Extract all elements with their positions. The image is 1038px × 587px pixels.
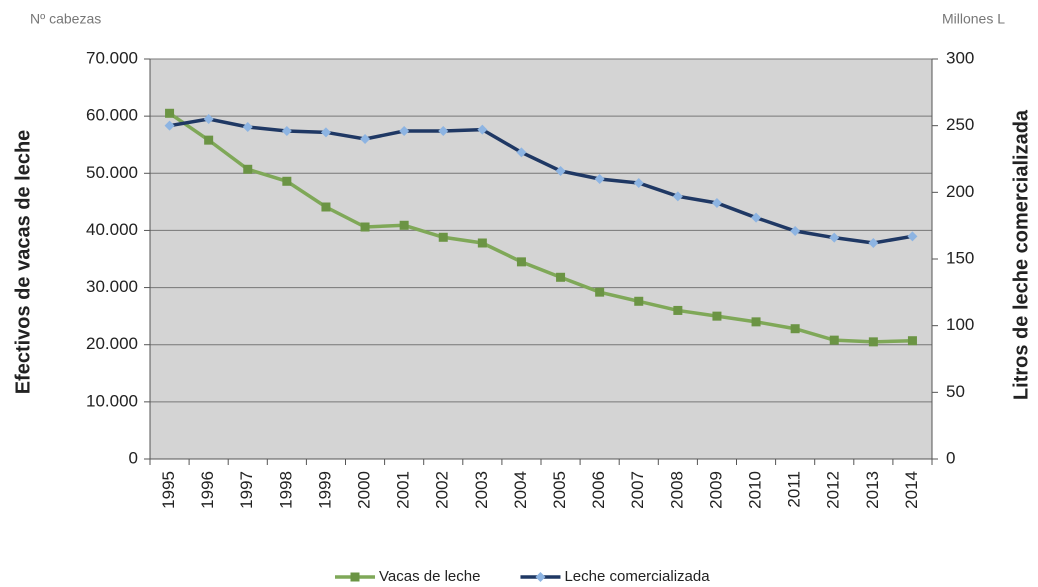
marker [350,572,360,582]
marker [242,122,253,132]
marker [673,305,683,315]
marker [907,336,917,346]
x-tick-label: 2013 [863,471,882,509]
x-tick-label: 1999 [315,471,334,509]
marker [535,572,546,582]
marker [165,108,175,118]
marker [633,178,644,188]
marker [829,232,840,243]
marker [438,232,448,242]
marker [829,335,839,345]
marker [281,126,292,136]
y-tick-label: 10.000 [86,391,138,410]
y-tick-label: 50.000 [86,163,138,182]
x-tick-label: 2001 [394,471,413,509]
legend-label: Leche comercializada [564,568,710,585]
x-tick-label: 1996 [198,471,217,509]
marker [672,191,683,202]
x-tick-label: 2002 [433,471,452,509]
marker [751,317,761,327]
x-tick-label: 2004 [511,471,530,509]
x-tick-label: 2009 [706,471,725,509]
y-tick-label: 70.000 [86,48,138,67]
marker [555,166,566,176]
marker [320,127,331,138]
x-tick-label: 2012 [824,471,843,509]
y2-tick-label: 200 [946,182,974,201]
x-tick-label: 2006 [589,471,608,509]
series-line [169,117,913,245]
marker [634,296,644,306]
marker [477,238,487,248]
marker [399,126,410,136]
y-tick-label: 20.000 [86,334,138,353]
marker [360,222,370,232]
y2-tick-label: 0 [946,448,955,467]
marker [868,238,879,248]
marker [477,124,488,135]
y-tick-label: 0 [129,448,138,467]
marker [321,202,331,212]
marker [438,126,449,136]
marker [203,114,214,124]
x-tick-label: 1997 [237,471,256,509]
left-unit: Nº cabezas [30,11,101,27]
marker [204,135,214,145]
x-tick-label: 2008 [667,471,686,509]
marker [790,324,800,334]
marker [399,220,409,230]
x-tick-label: 1995 [159,471,178,509]
y-tick-label: 30.000 [86,277,138,296]
y2-tick-label: 250 [946,115,974,134]
y2-tick-label: 50 [946,382,965,401]
series-line [168,111,913,344]
y-tick-label: 60.000 [86,106,138,125]
x-tick-label: 2014 [902,471,921,509]
x-tick-label: 2010 [746,471,765,509]
x-tick-label: 2005 [550,471,569,509]
marker [164,120,175,131]
x-tick-label: 1998 [276,471,295,509]
marker [712,311,722,321]
y-axis-title: Efectivos de vacas de leche [12,130,34,395]
marker [594,174,605,184]
marker [868,337,878,347]
marker [243,164,253,174]
y2-tick-label: 150 [946,248,974,267]
marker [790,226,801,236]
marker [516,257,526,267]
right-unit: Millones L [942,11,1005,27]
x-tick-label: 2007 [628,471,647,509]
marker [516,147,527,158]
x-tick-label: 2003 [472,471,491,509]
x-tick-label: 2000 [355,471,374,509]
marker [282,176,292,186]
marker [711,198,722,208]
x-tick-label: 2011 [785,471,804,508]
marker [595,287,605,297]
y2-tick-label: 100 [946,315,974,334]
marker [360,134,371,144]
y-tick-label: 40.000 [86,220,138,239]
marker [907,231,918,242]
marker [751,212,762,223]
plot-area [150,59,932,459]
legend-label: Vacas de leche [379,568,480,585]
y2-axis-title: Litros de leche comercializada [1010,109,1032,400]
marker [556,272,566,282]
y2-tick-label: 300 [946,48,974,67]
